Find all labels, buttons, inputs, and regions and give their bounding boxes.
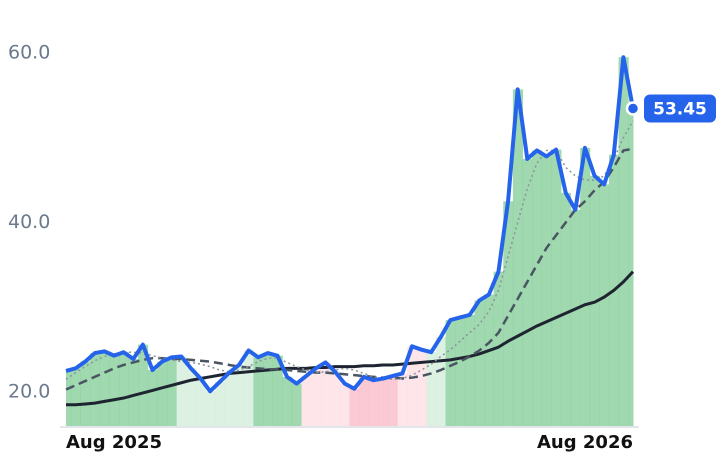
- area-segment: [484, 294, 495, 426]
- area-segment: [493, 271, 504, 426]
- area-segment: [455, 317, 466, 426]
- x-tick-label: Aug 2026: [537, 432, 633, 453]
- area-segment: [407, 346, 418, 426]
- area-segment: [464, 314, 475, 426]
- area-segment: [435, 336, 447, 426]
- area-segment: [109, 355, 120, 426]
- area-segment: [541, 156, 552, 427]
- area-segment: [243, 350, 254, 426]
- area-segment: [532, 150, 543, 426]
- area-segment: [359, 376, 370, 426]
- area-segment: [176, 356, 187, 426]
- area-segment: [551, 149, 562, 426]
- area-segment: [503, 201, 514, 426]
- area-segment: [253, 357, 264, 426]
- area-segment: [80, 361, 91, 426]
- area-segment: [512, 89, 523, 427]
- area-segment: [224, 372, 235, 426]
- area-segment: [118, 352, 129, 426]
- area-segment: [426, 352, 437, 426]
- area-segment: [378, 378, 389, 426]
- area-segment: [368, 380, 379, 426]
- value-label: 53.45: [653, 99, 707, 119]
- area-segment: [560, 192, 572, 426]
- area-segment: [147, 370, 158, 426]
- y-tick-label: 40.0: [8, 211, 50, 233]
- area-segment: [599, 184, 610, 426]
- y-tick-label: 20.0: [8, 381, 50, 403]
- area-segment: [70, 368, 81, 426]
- area-segment: [349, 388, 360, 426]
- area-segment: [339, 383, 350, 426]
- area-segment: [570, 209, 581, 426]
- area-segment: [205, 391, 216, 426]
- last-point: [625, 101, 641, 116]
- area-segment: [66, 370, 72, 426]
- area-segment: [301, 375, 312, 426]
- area-segment: [214, 381, 226, 426]
- x-tick-label: Aug 2025: [66, 432, 162, 453]
- area-segment: [311, 368, 322, 426]
- area-segment: [263, 353, 274, 426]
- area-segment: [234, 364, 245, 426]
- area-segment: [628, 108, 634, 426]
- area-segment: [580, 147, 591, 427]
- area-segment: [128, 359, 139, 426]
- area-segment: [522, 158, 533, 426]
- area-segment: [397, 373, 408, 426]
- area-segment: [618, 57, 629, 427]
- series-line: [65, 147, 634, 391]
- value-badge: [644, 94, 716, 123]
- y-tick-label: 60.0: [8, 41, 50, 63]
- area-segment: [90, 353, 101, 426]
- area-segment: [416, 349, 427, 426]
- series-line: [66, 270, 635, 407]
- area-segment: [474, 300, 485, 426]
- area-segment: [186, 368, 197, 426]
- area-segment: [272, 355, 283, 426]
- area-segment: [291, 383, 302, 426]
- area-segment: [387, 375, 399, 426]
- area-segment: [99, 351, 110, 426]
- area-segment: [320, 362, 331, 426]
- area-segment: [138, 344, 149, 426]
- area-segment: [195, 378, 206, 426]
- area-segment: [330, 371, 341, 426]
- area-segment: [166, 357, 178, 426]
- area-segment: [445, 320, 456, 426]
- series-line: [65, 55, 635, 394]
- area-segment: [282, 376, 293, 426]
- area-segment: [157, 361, 168, 426]
